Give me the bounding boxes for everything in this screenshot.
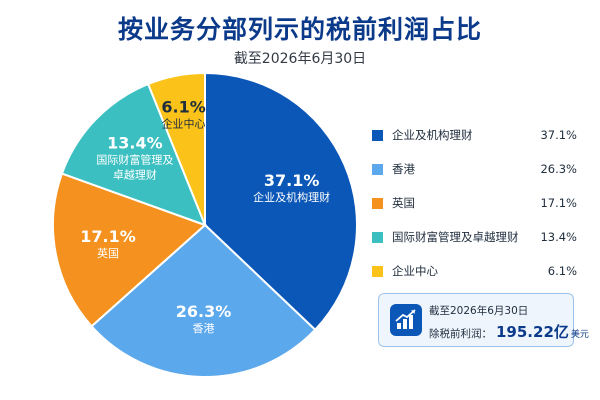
info-profit-line: 除税前利润： 195.22亿 美元: [429, 321, 589, 342]
legend-value: 6.1%: [547, 264, 577, 278]
legend-swatch: [372, 265, 383, 277]
legend-swatch: [372, 197, 383, 209]
legend-label: 英国: [392, 196, 415, 210]
slice-percent-label: 6.1%: [161, 98, 205, 117]
legend-item: 国际财富管理及卓越理财 13.4%: [372, 220, 577, 254]
slice-name-label: 英国: [97, 246, 119, 260]
pie-slice-4: [146, 71, 206, 226]
legend-item: 香港 26.3%: [372, 152, 577, 186]
legend-value: 37.1%: [540, 128, 577, 142]
legend-label: 香港: [392, 162, 415, 176]
page-subtitle: 截至2026年6月30日: [233, 51, 367, 67]
info-profit-amount: 195.22亿: [496, 323, 569, 341]
legend-swatch: [372, 129, 383, 141]
slice-percent-label: 13.4%: [107, 134, 163, 153]
bar-chart-growth-icon: [390, 304, 422, 336]
chart-legend: 企业及机构理财 37.1% 香港 26.3% 英国 17.1% 国际财富管理及卓越理财 13.…: [372, 118, 577, 288]
slice-name-label: 卓越理财: [113, 168, 157, 182]
profit-info-box: 截至2026年6月30日 除税前利润： 195.22亿 美元: [378, 293, 589, 347]
legend-swatch: [372, 231, 383, 243]
slice-name-label: 企业中心: [162, 117, 206, 131]
slice-percent-label: 26.3%: [176, 302, 232, 321]
legend-item: 企业中心 6.1%: [372, 254, 577, 288]
legend-item: 英国 17.1%: [372, 186, 577, 220]
legend-label: 企业中心: [392, 264, 438, 278]
info-profit-label: 除税前利润：: [429, 328, 492, 340]
legend-value: 17.1%: [540, 196, 577, 210]
pie-slice-3: [60, 82, 207, 227]
page-title: 按业务分部列示的税前利润占比: [117, 15, 482, 44]
legend-item: 企业及机构理财 37.1%: [372, 118, 577, 152]
info-profit-unit: 美元: [570, 330, 589, 340]
pie-slice-1: [90, 223, 317, 378]
pie-slice-0: [204, 71, 358, 332]
legend-swatch: [372, 163, 383, 175]
legend-label: 企业及机构理财: [392, 128, 473, 142]
slice-percent-label: 37.1%: [264, 171, 320, 190]
slice-name-label: 国际财富管理及: [96, 153, 173, 167]
slice-percent-label: 17.1%: [80, 227, 136, 246]
legend-label: 国际财富管理及卓越理财: [392, 230, 519, 244]
info-date: 截至2026年6月30日: [429, 305, 529, 317]
slice-name-label: 香港: [193, 322, 215, 335]
legend-value: 26.3%: [540, 162, 577, 176]
legend-value: 13.4%: [540, 230, 577, 244]
slice-name-label: 企业及机构理财: [253, 190, 330, 204]
